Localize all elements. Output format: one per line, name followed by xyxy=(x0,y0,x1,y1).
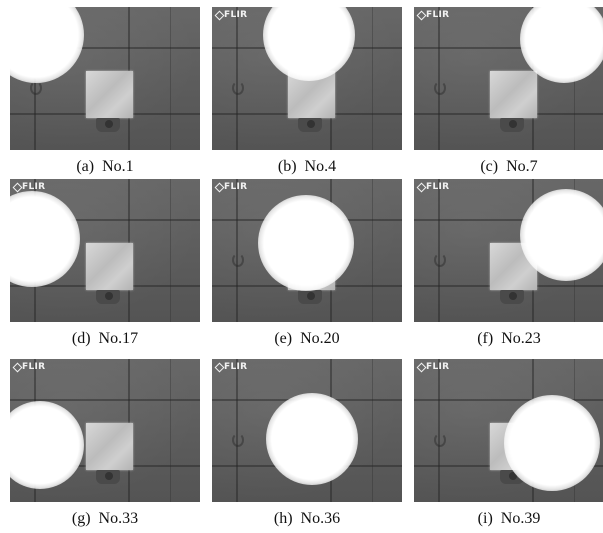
flir-logo-icon xyxy=(14,184,21,191)
panel-caption: (b) No.4 xyxy=(277,158,337,175)
wall-hook xyxy=(30,81,42,95)
wall-hook xyxy=(232,253,244,267)
stand-hole xyxy=(509,292,517,300)
hot-spot-glow xyxy=(520,189,603,281)
panel-seam xyxy=(372,359,373,502)
wall-hook xyxy=(232,433,244,447)
thermal-image: FLIR xyxy=(212,7,402,150)
stand-hole xyxy=(509,120,517,128)
panel-seam xyxy=(414,219,603,221)
panel-caption: (d) No.17 xyxy=(71,330,139,347)
panel-seam xyxy=(438,7,440,150)
thermal-image: FLIR xyxy=(212,359,402,502)
flir-logo: FLIR xyxy=(418,362,449,372)
hot-spot-glow xyxy=(258,195,354,291)
panel-caption: (g) No.33 xyxy=(71,510,139,527)
flir-logo-icon xyxy=(418,184,425,191)
logo-text: FLIR xyxy=(224,362,248,372)
test-block xyxy=(86,71,133,118)
logo-text: FLIR xyxy=(224,10,248,20)
panel-caption: (h) No.36 xyxy=(273,510,341,527)
panel-seam xyxy=(236,179,238,322)
stand-hole xyxy=(105,472,113,480)
hot-spot-glow xyxy=(266,393,358,485)
flir-logo: FLIR xyxy=(216,10,247,20)
panel-caption: (e) No.20 xyxy=(274,330,340,347)
logo-text: FLIR xyxy=(426,362,450,372)
thermal-image: FLIR xyxy=(414,179,603,322)
panel-seam xyxy=(170,359,171,502)
panel-seam xyxy=(414,399,603,401)
stand-hole xyxy=(105,120,113,128)
panel-seam xyxy=(438,179,440,322)
wall-hook xyxy=(434,81,446,95)
flir-logo-icon xyxy=(14,364,21,371)
panel-seam xyxy=(236,7,238,150)
thermal-image xyxy=(10,7,200,150)
flir-logo-icon xyxy=(216,184,223,191)
wall-hook xyxy=(434,433,446,447)
panel-seam xyxy=(372,179,373,322)
logo-text: FLIR xyxy=(426,182,450,192)
panel-seam xyxy=(372,7,373,150)
flir-logo: FLIR xyxy=(14,362,45,372)
wall-hook xyxy=(434,253,446,267)
test-block xyxy=(86,243,133,290)
hot-spot-glow xyxy=(504,395,600,491)
panel-seam xyxy=(170,179,171,322)
logo-text: FLIR xyxy=(224,182,248,192)
thermal-image: FLIR xyxy=(10,179,200,322)
flir-logo: FLIR xyxy=(216,362,247,372)
panel-seam xyxy=(236,359,238,502)
panel-caption: (f) No.23 xyxy=(477,330,541,347)
logo-text: FLIR xyxy=(22,182,46,192)
flir-logo: FLIR xyxy=(418,10,449,20)
logo-text: FLIR xyxy=(22,362,46,372)
stand-hole xyxy=(105,292,113,300)
flir-logo-icon xyxy=(418,364,425,371)
hot-spot-glow xyxy=(10,401,84,489)
hot-spot-glow xyxy=(520,7,603,83)
panel-seam xyxy=(438,359,440,502)
panel-seam xyxy=(10,399,200,401)
thermal-image: FLIR xyxy=(10,359,200,502)
panel-caption: (c) No.7 xyxy=(480,158,538,175)
stand-hole xyxy=(509,472,517,480)
flir-logo-icon xyxy=(418,12,425,19)
flir-logo-icon xyxy=(216,12,223,19)
thermal-image: FLIR xyxy=(212,179,402,322)
flir-logo: FLIR xyxy=(14,182,45,192)
flir-logo-icon xyxy=(216,364,223,371)
hot-spot-glow xyxy=(263,7,355,81)
thermal-image: FLIR xyxy=(414,359,603,502)
stand-hole xyxy=(307,120,315,128)
panel-caption: (i) No.39 xyxy=(477,510,541,527)
test-block xyxy=(86,423,133,470)
panel-seam xyxy=(10,219,200,221)
panel-seam xyxy=(414,47,603,49)
panel-seam xyxy=(170,7,171,150)
wall-hook xyxy=(232,81,244,95)
test-block xyxy=(490,71,537,118)
logo-text: FLIR xyxy=(426,10,450,20)
flir-logo: FLIR xyxy=(216,182,247,192)
stand-hole xyxy=(307,292,315,300)
thermal-image: FLIR xyxy=(414,7,603,150)
panel-seam xyxy=(10,47,200,49)
flir-logo: FLIR xyxy=(418,182,449,192)
panel-caption: (a) No.1 xyxy=(76,158,134,175)
